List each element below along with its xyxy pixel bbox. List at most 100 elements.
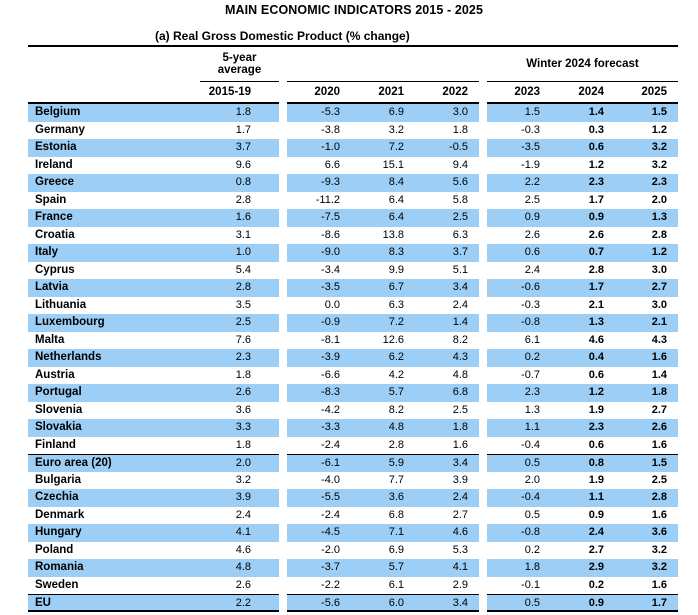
value-cell: 2.4 <box>524 263 540 276</box>
table-row: Latvia 2.8 -3.5 6.7 3.4 -0.6 1.7 2.7 <box>28 279 678 297</box>
value-cell: 0.6 <box>588 368 604 381</box>
value-cell: 5.9 <box>351 454 415 472</box>
value-cell: 4.8 <box>200 559 279 577</box>
value-cell: 0.6 <box>551 139 615 157</box>
history-columns-header-blank <box>287 47 479 82</box>
value-cell: 2.5 <box>452 403 468 416</box>
column-spacer <box>479 541 487 559</box>
country-label: France <box>28 209 200 227</box>
column-spacer <box>479 576 487 594</box>
table-row: Slovenia 3.6 -4.2 8.2 2.5 1.3 1.9 2.7 <box>28 401 678 419</box>
value-cell: 9.9 <box>388 263 404 276</box>
table-row: Italy 1.0 -9.0 8.3 3.7 0.6 0.7 1.2 <box>28 244 678 262</box>
value-cell: 0.2 <box>487 349 551 367</box>
value-cell: 6.0 <box>351 594 415 612</box>
value-cell: -3.8 <box>321 123 340 136</box>
value-cell: 0.6 <box>487 244 551 262</box>
column-spacer <box>479 559 487 577</box>
value-cell: 5.8 <box>452 193 468 206</box>
value-cell: -6.6 <box>321 368 340 381</box>
value-cell: 3.3 <box>200 419 279 437</box>
table-row: Belgium 1.8 -5.3 6.9 3.0 1.5 1.4 1.5 <box>28 104 678 122</box>
column-spacer <box>479 156 487 174</box>
column-spacer <box>279 559 287 577</box>
table-row: Germany 1.7 -3.8 3.2 1.8 -0.3 0.3 1.2 <box>28 121 678 139</box>
country-label: Belgium <box>28 104 200 122</box>
value-cell: 1.3 <box>615 209 678 227</box>
value-cell: 1.6 <box>651 508 667 521</box>
value-cell: 6.3 <box>388 298 404 311</box>
table-row: France 1.6 -7.5 6.4 2.5 0.9 0.9 1.3 <box>28 209 678 227</box>
value-cell: 4.3 <box>651 333 667 346</box>
country-label: Slovakia <box>28 419 200 437</box>
column-spacer <box>479 594 487 612</box>
country-label: Malta <box>35 333 65 346</box>
value-cell: -3.7 <box>287 559 351 577</box>
country-label: Croatia <box>35 228 75 241</box>
value-cell: 1.1 <box>487 419 551 437</box>
table-row: Cyprus 5.4 -3.4 9.9 5.1 2.4 2.8 3.0 <box>28 261 678 279</box>
column-spacer <box>479 489 487 507</box>
column-spacer <box>479 349 487 367</box>
column-spacer <box>479 244 487 262</box>
column-spacer <box>479 384 487 402</box>
column-spacer <box>479 419 487 437</box>
value-cell: 2.8 <box>235 193 251 206</box>
table-row: Lithuania 3.5 0.0 6.3 2.4 -0.3 2.1 3.0 <box>28 296 678 314</box>
value-cell: 2.0 <box>524 473 540 486</box>
value-cell: 3.2 <box>651 543 667 556</box>
country-label: Euro area (20) <box>28 454 200 472</box>
value-cell: 0.8 <box>551 454 615 472</box>
value-cell: 6.1 <box>524 333 540 346</box>
value-cell: 8.4 <box>351 174 415 192</box>
value-cell: 2.7 <box>615 279 678 297</box>
value-cell: 2.6 <box>615 419 678 437</box>
value-cell: 2.8 <box>651 228 667 241</box>
column-spacer <box>279 401 287 419</box>
country-label: Germany <box>35 123 85 136</box>
value-cell: 8.3 <box>351 244 415 262</box>
column-spacer <box>479 366 487 384</box>
forecast-header: Winter 2024 forecast <box>487 47 678 82</box>
column-spacer <box>279 279 287 297</box>
value-cell: 2.8 <box>615 489 678 507</box>
value-cell: -3.4 <box>321 263 340 276</box>
column-spacer <box>279 244 287 262</box>
column-spacer <box>279 489 287 507</box>
column-spacer <box>279 104 287 122</box>
table-row: Slovakia 3.3 -3.3 4.8 1.8 1.1 2.3 2.6 <box>28 419 678 437</box>
value-cell: -0.8 <box>487 524 551 542</box>
column-spacer <box>479 139 487 157</box>
value-cell: 2.4 <box>452 298 468 311</box>
year-column-header: 2020 <box>287 82 351 104</box>
value-cell: -2.0 <box>321 543 340 556</box>
year-header-row: 2015-19 2020 2021 2022 2023 2024 2025 <box>28 82 678 104</box>
table-row: Poland 4.6 -2.0 6.9 5.3 0.2 2.7 3.2 <box>28 541 678 559</box>
value-cell: 1.2 <box>588 158 604 171</box>
value-cell: 0.7 <box>551 244 615 262</box>
country-label: Cyprus <box>35 263 75 276</box>
header-group-row: 5-year average Winter 2024 forecast <box>28 47 678 82</box>
value-cell: 3.2 <box>651 158 667 171</box>
column-spacer <box>479 226 487 244</box>
value-cell: 2.7 <box>452 508 468 521</box>
value-cell: 3.2 <box>388 123 404 136</box>
value-cell: 0.5 <box>487 454 551 472</box>
column-spacer <box>279 349 287 367</box>
value-cell: -0.3 <box>521 298 540 311</box>
value-cell: 6.9 <box>351 104 415 122</box>
value-cell: 6.2 <box>351 349 415 367</box>
value-cell: 5.4 <box>235 263 251 276</box>
table-row: Finland 1.8 -2.4 2.8 1.6 -0.4 0.6 1.6 <box>28 436 678 454</box>
value-cell: 3.7 <box>415 244 479 262</box>
value-cell: -0.4 <box>521 438 540 451</box>
value-cell: 0.9 <box>551 594 615 612</box>
value-cell: -3.3 <box>287 419 351 437</box>
value-cell: 2.6 <box>588 228 604 241</box>
country-label: Ireland <box>35 158 73 171</box>
value-cell: 0.2 <box>588 578 604 591</box>
value-cell: 1.7 <box>588 193 604 206</box>
column-spacer <box>279 506 287 524</box>
value-cell: 8.2 <box>452 333 468 346</box>
value-cell: 2.8 <box>388 438 404 451</box>
